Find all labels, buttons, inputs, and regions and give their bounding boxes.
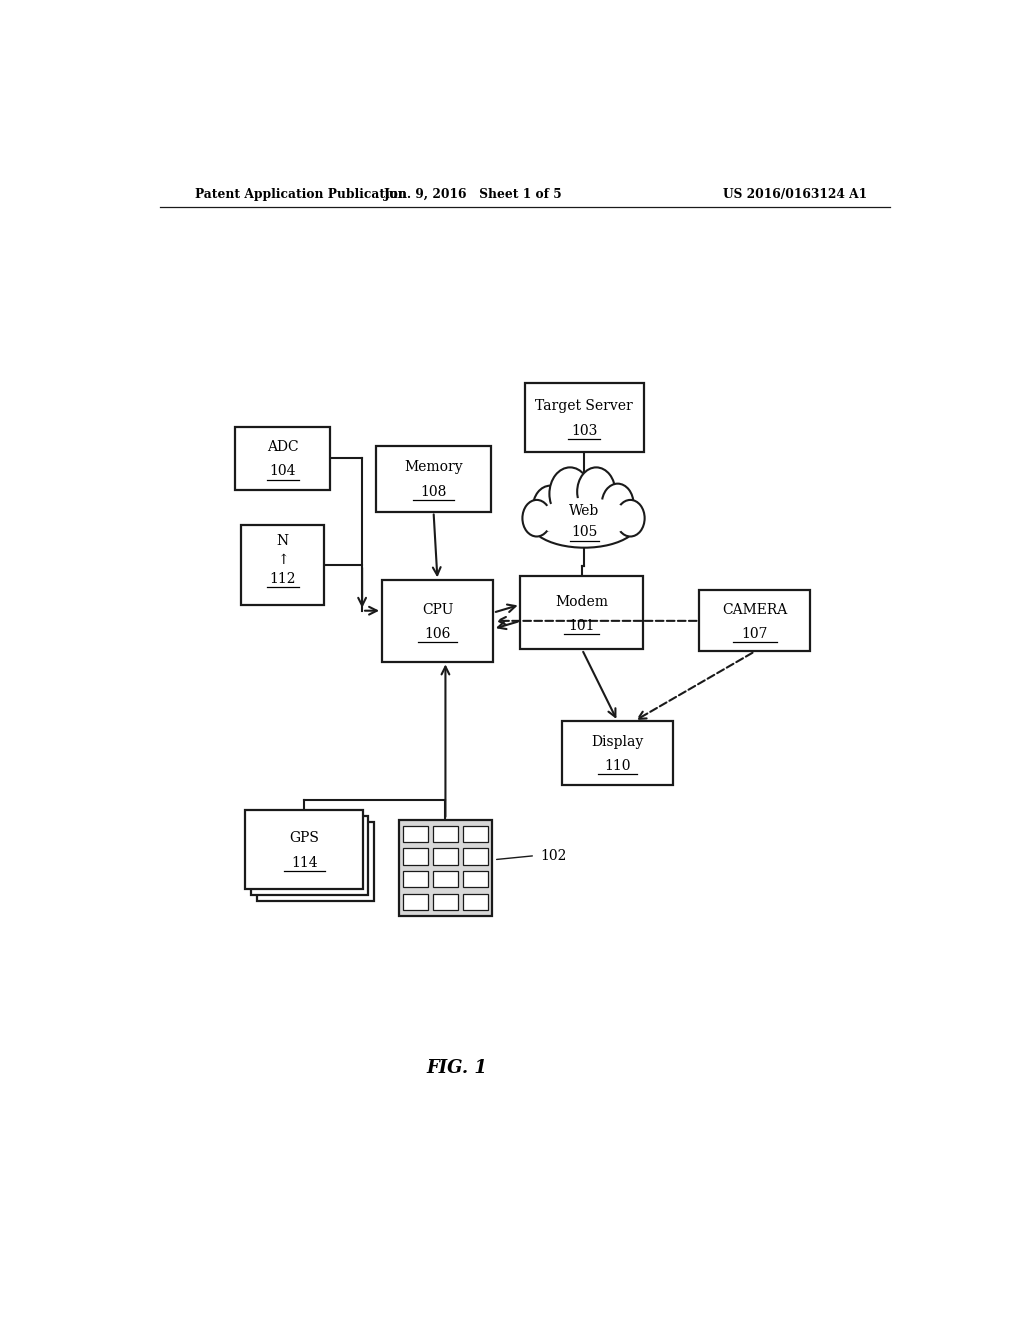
Text: Target Server: Target Server (536, 400, 633, 413)
Text: 114: 114 (291, 855, 317, 870)
FancyBboxPatch shape (236, 426, 331, 490)
Circle shape (522, 500, 551, 536)
Ellipse shape (538, 498, 631, 539)
FancyBboxPatch shape (403, 894, 428, 909)
FancyBboxPatch shape (403, 826, 428, 842)
FancyBboxPatch shape (403, 871, 428, 887)
Circle shape (578, 467, 615, 516)
FancyBboxPatch shape (699, 590, 811, 651)
Text: Jun. 9, 2016   Sheet 1 of 5: Jun. 9, 2016 Sheet 1 of 5 (384, 189, 562, 202)
Ellipse shape (529, 495, 639, 548)
FancyBboxPatch shape (520, 576, 643, 649)
Text: Web: Web (569, 504, 599, 517)
Text: 105: 105 (571, 525, 598, 540)
FancyBboxPatch shape (463, 871, 487, 887)
FancyBboxPatch shape (433, 826, 458, 842)
FancyBboxPatch shape (241, 525, 325, 605)
FancyBboxPatch shape (562, 722, 673, 784)
Text: CAMERA: CAMERA (722, 603, 787, 616)
Text: 107: 107 (741, 627, 768, 642)
FancyBboxPatch shape (524, 383, 644, 453)
FancyBboxPatch shape (463, 894, 487, 909)
Text: 103: 103 (571, 424, 598, 438)
FancyBboxPatch shape (376, 446, 492, 512)
FancyBboxPatch shape (433, 894, 458, 909)
Circle shape (550, 467, 591, 520)
FancyBboxPatch shape (398, 820, 493, 916)
FancyBboxPatch shape (463, 849, 487, 865)
Text: Patent Application Publication: Patent Application Publication (196, 189, 408, 202)
Text: 101: 101 (568, 619, 595, 634)
FancyBboxPatch shape (251, 816, 369, 895)
Text: 108: 108 (420, 484, 446, 499)
FancyBboxPatch shape (257, 822, 374, 902)
FancyBboxPatch shape (246, 810, 362, 890)
Circle shape (532, 486, 567, 531)
FancyBboxPatch shape (403, 849, 428, 865)
Text: Modem: Modem (555, 594, 608, 609)
Text: US 2016/0163124 A1: US 2016/0163124 A1 (723, 189, 867, 202)
FancyBboxPatch shape (463, 826, 487, 842)
Text: ADC: ADC (267, 440, 299, 454)
Text: Display: Display (592, 735, 644, 748)
Text: 112: 112 (269, 572, 296, 586)
Text: FIG. 1: FIG. 1 (427, 1059, 487, 1077)
Text: GPS: GPS (289, 832, 319, 845)
Text: 106: 106 (424, 627, 451, 642)
Text: 102: 102 (540, 849, 566, 863)
Text: N: N (276, 533, 289, 548)
Circle shape (616, 500, 645, 536)
Text: 110: 110 (604, 759, 631, 774)
Text: 104: 104 (269, 465, 296, 478)
Text: ↑: ↑ (276, 553, 289, 566)
FancyBboxPatch shape (433, 849, 458, 865)
Circle shape (602, 483, 634, 524)
Text: Memory: Memory (404, 461, 463, 474)
Text: CPU: CPU (422, 603, 454, 616)
FancyBboxPatch shape (433, 871, 458, 887)
FancyBboxPatch shape (382, 581, 494, 661)
